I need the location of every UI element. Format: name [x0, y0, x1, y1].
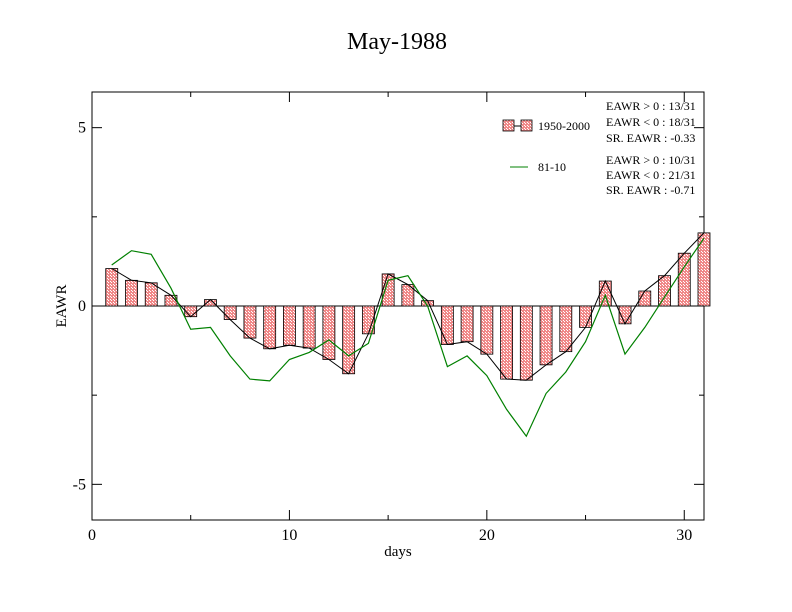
bar	[302, 305, 316, 349]
bars-1950-2000	[105, 232, 711, 381]
y-tick-label: 5	[78, 120, 86, 137]
x-tick-label: 30	[676, 527, 692, 544]
stat-8110-negative: EAWR < 0 : 21/31	[606, 168, 696, 182]
stat-1950-negative: EAWR < 0 : 18/31	[606, 115, 696, 129]
x-axis-label: days	[384, 544, 412, 560]
x-tick-label: 20	[479, 527, 495, 544]
bar	[144, 282, 158, 307]
axis-tick-labels: 0 10 20 30 -5 0 5	[73, 120, 693, 544]
y-tick-label: 0	[78, 298, 86, 315]
x-tick-label: 0	[88, 527, 96, 544]
bar	[559, 305, 573, 353]
legend-swatch-bar-1950-2000	[502, 119, 515, 132]
stats-block: EAWR > 0 : 13/31 EAWR < 0 : 18/31 SR. EA…	[606, 99, 696, 197]
bar	[184, 305, 198, 318]
bar	[243, 305, 257, 339]
bar	[500, 305, 513, 380]
bar	[460, 305, 474, 343]
legend-label-81-10: 81-10	[538, 160, 566, 174]
series-lines	[111, 232, 705, 438]
bar	[440, 305, 454, 345]
bar	[598, 280, 612, 307]
bar	[105, 268, 119, 307]
stat-8110-positive: EAWR > 0 : 10/31	[606, 153, 696, 167]
y-tick-label: -5	[73, 476, 86, 493]
legend: 1950-2000 81-10	[502, 119, 590, 174]
bar	[125, 279, 138, 307]
bar	[322, 305, 336, 360]
bar	[480, 305, 494, 355]
axis-ticks	[91, 92, 704, 520]
chart-title: May-1988	[347, 29, 447, 55]
bar	[342, 305, 356, 375]
x-tick-label: 10	[281, 527, 297, 544]
bar	[539, 305, 553, 366]
stat-1950-sr: SR. EAWR : -0.33	[606, 131, 695, 145]
bar	[519, 305, 533, 381]
series-line-81-10	[111, 237, 705, 438]
stat-1950-positive: EAWR > 0 : 13/31	[606, 99, 696, 113]
series-line-1950-2000	[111, 232, 705, 381]
bar	[223, 305, 237, 320]
legend-swatch-bar-1950-2000	[520, 119, 533, 132]
y-axis-label: EAWR	[54, 285, 70, 328]
stat-8110-sr: SR. EAWR : -0.71	[606, 183, 695, 197]
legend-label-1950-2000: 1950-2000	[538, 119, 590, 133]
bar	[263, 305, 277, 350]
bar	[283, 305, 296, 346]
